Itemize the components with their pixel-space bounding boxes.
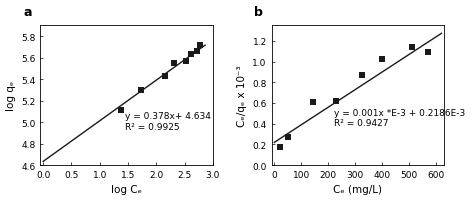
Text: y = 0.378x+ 4.634
R² = 0.9925: y = 0.378x+ 4.634 R² = 0.9925	[125, 112, 211, 131]
Point	[137, 89, 144, 92]
Text: y = 0.001x *E-3 + 0.2186E-3
R² = 0.9427: y = 0.001x *E-3 + 0.2186E-3 R² = 0.9427	[334, 109, 465, 128]
Text: a: a	[23, 6, 32, 19]
Point	[332, 100, 340, 103]
X-axis label: log Cₑ: log Cₑ	[111, 185, 142, 194]
Point	[408, 46, 416, 49]
Point	[193, 50, 201, 53]
Point	[196, 44, 204, 47]
Point	[276, 146, 283, 149]
Y-axis label: log qₑ: log qₑ	[6, 81, 16, 111]
Point	[188, 53, 195, 57]
Point	[171, 62, 178, 65]
Text: b: b	[254, 6, 263, 19]
Point	[378, 58, 386, 61]
Point	[118, 109, 125, 112]
Point	[424, 51, 432, 54]
Point	[182, 60, 190, 63]
Point	[161, 75, 169, 78]
Point	[284, 136, 292, 139]
Point	[310, 101, 317, 104]
Y-axis label: Cₑ/qₑ x 10⁻³: Cₑ/qₑ x 10⁻³	[237, 65, 247, 126]
Point	[358, 74, 366, 77]
X-axis label: Cₑ (mg/L): Cₑ (mg/L)	[333, 185, 383, 194]
